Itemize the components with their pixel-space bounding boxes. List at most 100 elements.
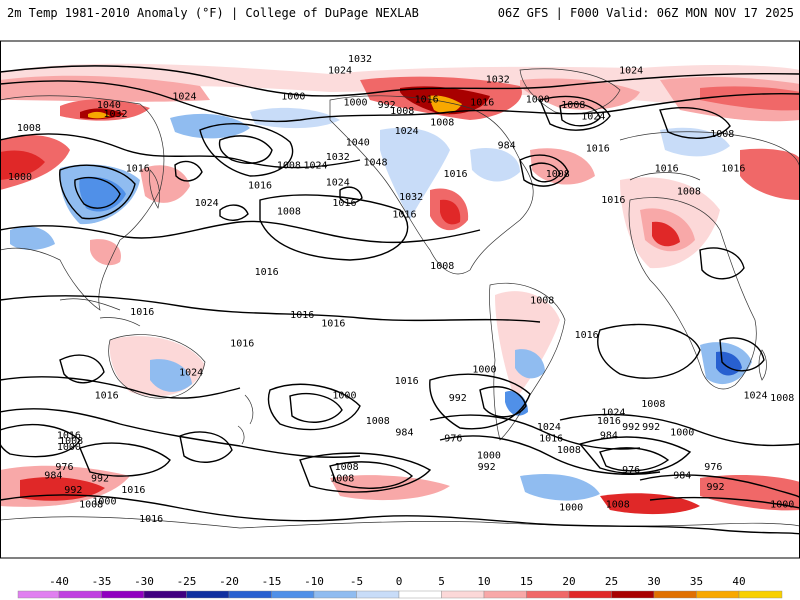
isobar-label: 1008 xyxy=(390,106,414,117)
isobar-label: 1008 xyxy=(330,474,354,485)
isobar-label: 1016 xyxy=(126,163,150,174)
legend-tick-label: -15 xyxy=(262,575,282,588)
isobar-label: 1016 xyxy=(601,195,625,206)
isobar-label: 1000 xyxy=(57,442,81,453)
legend-swatch xyxy=(441,590,485,599)
isobar-label: 1024 xyxy=(395,126,419,137)
isobar-label: 1000 xyxy=(92,497,116,508)
isobar-label: 992 xyxy=(642,422,660,433)
isobar-label: 1008 xyxy=(710,129,734,140)
isobar-label: 1024 xyxy=(179,367,203,378)
isobar-label: 1024 xyxy=(537,422,561,433)
legend-tick-label: 20 xyxy=(562,575,575,588)
isobar-label: 1024 xyxy=(195,198,219,209)
isobar-label: 976 xyxy=(704,462,722,473)
legend-tick-label: -5 xyxy=(350,575,363,588)
legend-swatch xyxy=(101,590,145,599)
isobar-label: 1016 xyxy=(230,339,254,350)
legend-tick-label: -30 xyxy=(134,575,154,588)
isobar-label: 1000 xyxy=(526,94,550,105)
isobar-label: 1016 xyxy=(130,307,154,318)
isobar-label: 1040 xyxy=(97,100,121,111)
isobar-label: 984 xyxy=(395,428,413,439)
model-run-info: 06Z GFS | F000 Valid: 06Z MON NOV 17 202… xyxy=(497,6,794,20)
isobar-label: 1008 xyxy=(17,123,41,134)
isobar-label: 1016 xyxy=(395,376,419,387)
isobar-label: 1008 xyxy=(79,499,103,510)
isobar-label: 1024 xyxy=(581,112,605,123)
isobar-label: 1016 xyxy=(139,514,163,525)
isobar-label: 1016 xyxy=(121,485,145,496)
isobar-label: 1024 xyxy=(744,390,768,401)
legend-tick-label: 5 xyxy=(438,575,445,588)
legend-swatch xyxy=(483,590,527,599)
isobar-label: 1008 xyxy=(277,161,301,172)
isobar-label: 984 xyxy=(600,430,618,441)
isobar-label: 1008 xyxy=(430,261,454,272)
isobar-label: 1016 xyxy=(332,198,356,209)
isobar-label: 1048 xyxy=(364,158,388,169)
isobar-label: 1016 xyxy=(255,267,279,278)
isobar-label: 1032 xyxy=(104,109,128,120)
legend-swatch xyxy=(58,590,102,599)
isobar-label: 1000 xyxy=(8,172,32,183)
isobar-label: 1008 xyxy=(59,436,83,447)
legend-swatch xyxy=(271,590,315,599)
isobar-label: 1016 xyxy=(392,209,416,220)
isobar-label: 1016 xyxy=(415,94,439,105)
isobar-label: 1000 xyxy=(332,390,356,401)
isobar-label: 1008 xyxy=(546,169,570,180)
legend-swatch xyxy=(526,590,570,599)
isobar-label: 1016 xyxy=(586,143,610,154)
legend-tick-label: -25 xyxy=(177,575,197,588)
isobar-label: 976 xyxy=(55,462,73,473)
isobar-label: 1016 xyxy=(248,181,272,192)
isobar-label: 992 xyxy=(449,393,467,404)
isobar-label: 992 xyxy=(64,485,82,496)
isobar-label: 1016 xyxy=(721,163,745,174)
isobar-label: 1000 xyxy=(559,502,583,513)
isobar-label: 1000 xyxy=(477,451,501,462)
isobar-label: 1016 xyxy=(321,318,345,329)
isobar-label: 1024 xyxy=(172,92,196,103)
legend-tick-label: 30 xyxy=(647,575,660,588)
legend-swatch xyxy=(568,590,612,599)
isobar-label: 1008 xyxy=(366,416,390,427)
isobar-label: 1024 xyxy=(619,66,643,77)
legend-tick-label: -40 xyxy=(49,575,69,588)
isobar-label: 1016 xyxy=(57,430,81,441)
legend-swatch xyxy=(228,590,272,599)
isobar-label: 1016 xyxy=(290,310,314,321)
isobar-label: 1016 xyxy=(470,97,494,108)
land-outlines xyxy=(0,68,800,529)
isobar-label: 976 xyxy=(444,433,462,444)
isobar-label: 1000 xyxy=(281,92,305,103)
legend-tick-label: 35 xyxy=(690,575,703,588)
isobar-label: 1016 xyxy=(575,330,599,341)
legend-swatch xyxy=(611,590,655,599)
isobar-label: 1000 xyxy=(344,97,368,108)
isobar-label: 1032 xyxy=(326,152,350,163)
isobar-label: 1008 xyxy=(641,399,665,410)
legend-tick-label: 40 xyxy=(732,575,745,588)
isobar-label: 1000 xyxy=(770,499,794,510)
legend-swatch xyxy=(398,590,442,599)
legend-tick-label: -10 xyxy=(304,575,324,588)
legend-tick-label: 25 xyxy=(605,575,618,588)
legend-tick-label: -35 xyxy=(92,575,112,588)
isobar-label: 992 xyxy=(478,462,496,473)
legend-swatch xyxy=(143,590,187,599)
isobar-label: 1032 xyxy=(348,54,372,65)
legend-swatch xyxy=(186,590,230,599)
legend-swatch xyxy=(696,590,740,599)
isobar-label: 1032 xyxy=(399,192,423,203)
isobar-label: 1008 xyxy=(430,117,454,128)
isobar-label: 1032 xyxy=(486,74,510,85)
isobar-label: 1016 xyxy=(597,416,621,427)
isobar-label: 984 xyxy=(673,471,691,482)
isobar-label: 1024 xyxy=(326,178,350,189)
legend-swatch xyxy=(356,590,400,599)
legend-swatch xyxy=(653,590,697,599)
